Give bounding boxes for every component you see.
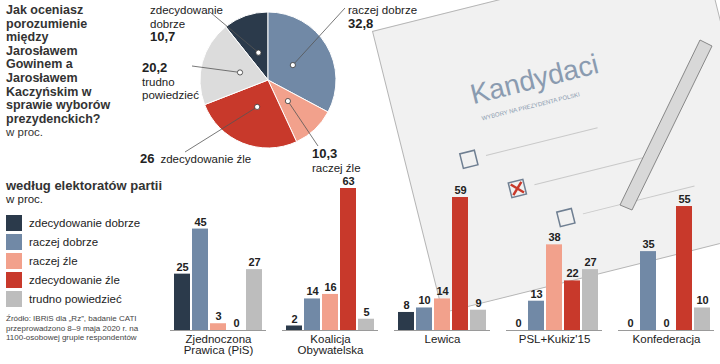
svg-text:WYBORY NA PREZYDENTA POLSKI: WYBORY NA PREZYDENTA POLSKI xyxy=(481,91,580,121)
html-text:zdecydowanie źle: zdecydowanie źle xyxy=(29,273,120,286)
html-text:trudno powiedzieć: trudno powiedzieć xyxy=(29,292,122,305)
svg-text:45: 45 xyxy=(194,216,206,228)
svg-text:63: 63 xyxy=(342,175,354,187)
svg-text:27: 27 xyxy=(584,256,596,268)
html-text:Źródło: IBRiS dla „Rz”, badani: Źródło: IBRiS dla „Rz”, badanie CATI prz… xyxy=(6,314,139,342)
html-text:raczej źle: raczej źle xyxy=(29,254,78,267)
svg-text:0: 0 xyxy=(515,317,521,329)
svg-text:Konfederacja: Konfederacja xyxy=(633,333,701,345)
svg-text:9: 9 xyxy=(475,297,481,309)
svg-text:10: 10 xyxy=(696,294,708,306)
svg-text:59: 59 xyxy=(454,184,466,196)
svg-text:Kandydaci: Kandydaci xyxy=(467,48,601,110)
svg-text:27: 27 xyxy=(248,256,260,268)
svg-text:25: 25 xyxy=(176,261,188,273)
svg-text:KoalicjaObywatelska: KoalicjaObywatelska xyxy=(298,333,364,357)
html-text:według elektoratów partii: według elektoratów partii xyxy=(6,178,162,193)
svg-text:13: 13 xyxy=(530,288,542,300)
html-text:raczej dobrze: raczej dobrze xyxy=(29,235,98,248)
svg-text:Lewica: Lewica xyxy=(425,333,461,345)
svg-text:20,2trudnopowiedzieć: 20,2trudnopowiedzieć xyxy=(142,60,199,101)
svg-text:5: 5 xyxy=(363,306,369,318)
svg-text:3: 3 xyxy=(215,310,221,322)
svg-text:14: 14 xyxy=(306,285,319,297)
svg-text:10: 10 xyxy=(418,294,430,306)
svg-text:35: 35 xyxy=(642,238,654,250)
svg-text:55: 55 xyxy=(678,193,690,205)
svg-text:0: 0 xyxy=(627,317,633,329)
svg-text:zdecydowaniedobrze10,7: zdecydowaniedobrze10,7 xyxy=(150,4,223,44)
svg-text:10,3raczej źle: 10,3raczej źle xyxy=(312,146,361,174)
svg-text:16: 16 xyxy=(324,281,336,293)
html-text:zdecydowanie dobrze: zdecydowanie dobrze xyxy=(29,216,141,229)
html-text:w proc.: w proc. xyxy=(6,126,44,139)
svg-text:0: 0 xyxy=(663,317,669,329)
svg-text:14: 14 xyxy=(436,285,449,297)
svg-text:PSL+Kukiz'15: PSL+Kukiz'15 xyxy=(519,333,591,345)
svg-text:2: 2 xyxy=(291,313,297,325)
svg-text:26zdecydowanie źle: 26zdecydowanie źle xyxy=(140,151,251,166)
html-text:w proc.: w proc. xyxy=(6,193,44,205)
svg-text:38: 38 xyxy=(548,231,560,243)
html-text:Jak oceniasz porozumienie międ: Jak oceniasz porozumienie między Jarosła… xyxy=(6,3,111,126)
svg-text:ZjednoczonaPrawica (PiS): ZjednoczonaPrawica (PiS) xyxy=(184,333,254,357)
svg-text:8: 8 xyxy=(403,299,409,311)
svg-text:22: 22 xyxy=(566,267,578,279)
svg-text:0: 0 xyxy=(233,317,239,329)
svg-text:raczej dobrze32,8: raczej dobrze32,8 xyxy=(348,4,417,31)
